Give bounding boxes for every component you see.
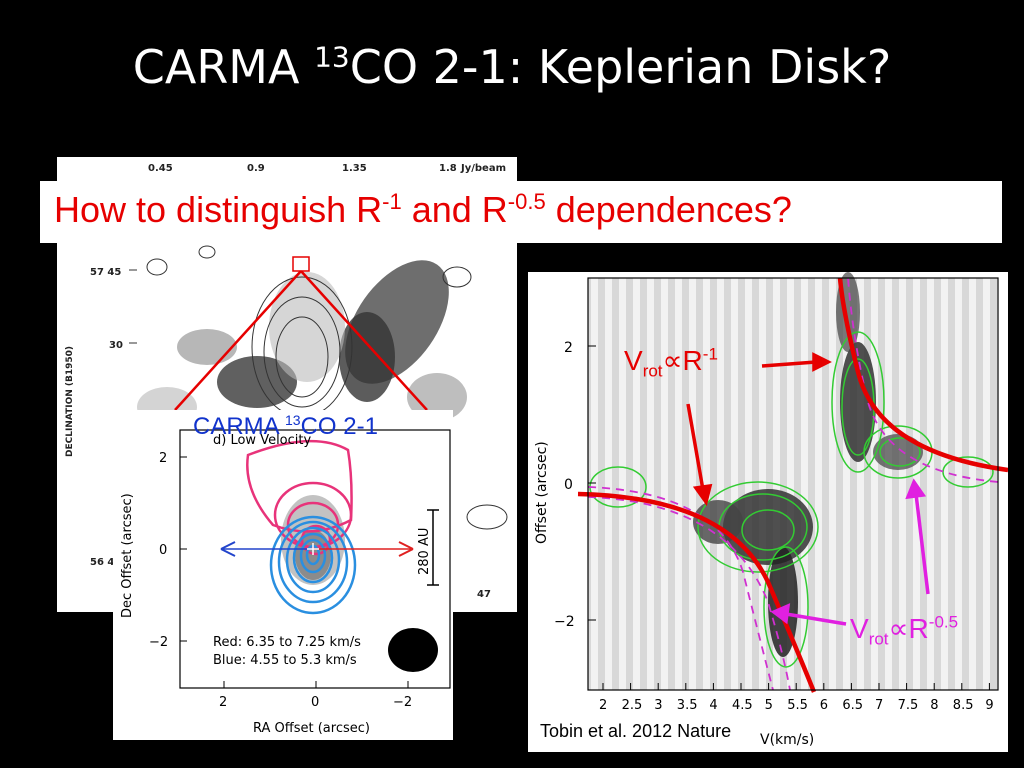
colorbar-tick: 0.9 (247, 163, 265, 174)
pv-x-tick: 9 (985, 698, 993, 713)
question-banner: How to distinguish R-1 and R-0.5 depende… (40, 181, 1002, 243)
inset-x-tick: 2 (219, 695, 227, 710)
colorbar-tick: 1.8 (439, 163, 457, 174)
vrot-r-minus05-annotation: Vrot∝R-0.5 (850, 612, 959, 649)
pv-x-tick: 3 (654, 698, 662, 713)
panel-label: d) Low Velocity (213, 433, 311, 448)
pv-x-tick: 7.5 (898, 698, 919, 713)
inset-y-tick: 0 (159, 543, 167, 558)
pv-y-tick: −2 (554, 614, 575, 630)
citation: Tobin et al. 2012 Nature (540, 721, 732, 742)
pv-x-tick: 8 (930, 698, 938, 713)
pv-x-tick: 5 (765, 698, 773, 713)
colorbar-tick: 1.35 (342, 163, 367, 174)
inset-x-tick: 0 (311, 695, 319, 710)
pv-x-tick: 6.5 (842, 698, 863, 713)
pv-x-tick: 3.5 (677, 698, 698, 713)
inset-title: CARMA 13CO 2-1 (193, 412, 378, 440)
colorbar-tick: 0.45 (148, 163, 173, 174)
pv-x-tick: 5.5 (787, 698, 808, 713)
inset-y-tick: 2 (159, 451, 167, 466)
pv-x-tick: 2.5 (622, 698, 643, 713)
pv-x-tick: 4.5 (732, 698, 753, 713)
pv-diagram-panel: 2 0 −2 Offset (arcsec) V(km/s) 2 2.5 3 3.5 4… (528, 272, 1008, 752)
corner-tick: 47 (477, 589, 491, 600)
pv-x-tick: 6 (820, 698, 828, 713)
legend-blue: Blue: 4.55 to 5.3 km/s (213, 653, 357, 668)
pv-ylabel: Offset (arcsec) (534, 441, 550, 544)
pv-x-tick: 2 (599, 698, 607, 713)
pv-x-tick: 8.5 (953, 698, 974, 713)
scale-label: 280 AU (417, 528, 432, 575)
legend-red: Red: 6.35 to 7.25 km/s (213, 635, 361, 650)
inset-y-tick: −2 (149, 635, 168, 650)
dec-tick: 57 45 (90, 267, 121, 278)
slide-title: CARMA 13CO 2-1: Keplerian Disk? (132, 40, 892, 94)
pv-y-tick: 2 (564, 340, 573, 356)
map-ylabel: DECLINATION (B1950) (65, 346, 75, 457)
pv-xlabel: V(km/s) (760, 732, 814, 748)
vrot-r-minus1-annotation: Vrot∝R-1 (624, 344, 718, 381)
inset-low-velocity-panel: 280 AU d) Low Velocity 2 0 −2 2 0 −2 RA … (113, 410, 453, 740)
dec-tick: 30 (109, 340, 123, 351)
dec-tick: 56 4 (90, 557, 114, 568)
inset-xlabel: RA Offset (arcsec) (253, 721, 370, 736)
inset-ylabel: Dec Offset (arcsec) (120, 493, 135, 618)
pv-diagram-figure: 2 0 −2 Offset (arcsec) V(km/s) 2 2.5 3 3.5 4… (534, 272, 1008, 748)
inset-x-tick: −2 (393, 695, 412, 710)
pv-y-tick: 0 (564, 477, 573, 493)
colorbar-unit: Jy/beam (460, 163, 506, 174)
inset-figure: 280 AU d) Low Velocity 2 0 −2 2 0 −2 RA … (120, 429, 451, 736)
pv-x-tick: 7 (875, 698, 883, 713)
pv-x-tick: 4 (709, 698, 717, 713)
